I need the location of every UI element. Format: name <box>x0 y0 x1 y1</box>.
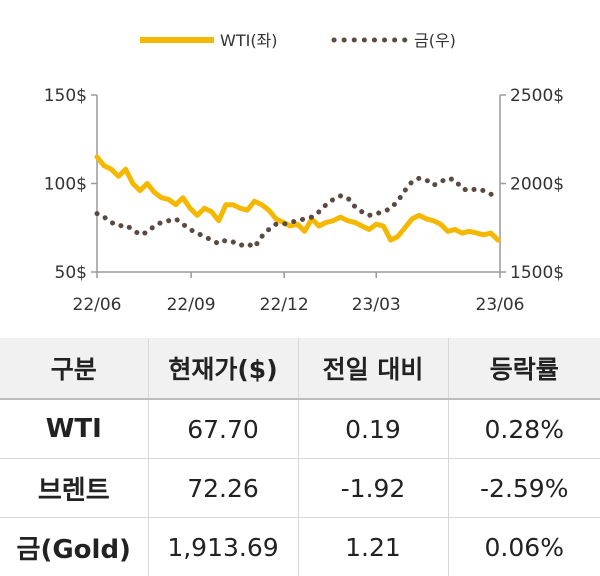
series-line-wti <box>97 157 498 240</box>
price-table: 구분 현재가($) 전일 대비 등락률 WTI 67.70 0.19 0.28%… <box>0 338 600 576</box>
cell-change: -1.92 <box>298 459 448 518</box>
header-change: 전일 대비 <box>298 338 448 399</box>
row-label-brent: 브렌트 <box>0 459 148 518</box>
legend-gold-label: 금(우) <box>414 31 456 50</box>
y-left-tick-label: 50$ <box>55 263 87 283</box>
cell-rate: 0.28% <box>448 399 600 459</box>
cell-change: 0.19 <box>298 399 448 459</box>
chart-legend: WTI(좌) 금(우) <box>140 31 456 50</box>
header-change-rate: 등락률 <box>448 338 600 399</box>
table-row: 브렌트 72.26 -1.92 -2.59% <box>0 459 600 518</box>
cell-change: 1.21 <box>298 518 448 576</box>
legend-wti-label: WTI(좌) <box>220 31 278 50</box>
x-tick-label: 23/06 <box>476 295 525 315</box>
oil-gold-chart: WTI(좌) 금(우) 150$ 100$ 50$ 2500$ 2000$ 1500$ 22… <box>0 0 600 330</box>
chart-axes: 150$ 100$ 50$ 2500$ 2000$ 1500$ 22/06 22/09 22/1… <box>44 86 564 315</box>
x-tick-label: 22/09 <box>167 295 216 315</box>
table-row: WTI 67.70 0.19 0.28% <box>0 399 600 459</box>
x-tick-label: 23/03 <box>352 295 401 315</box>
y-left-tick-label: 150$ <box>44 86 87 106</box>
table-header-row: 구분 현재가($) 전일 대비 등락률 <box>0 338 600 399</box>
series-line-gold <box>97 178 498 247</box>
x-tick-label: 22/12 <box>260 295 309 315</box>
cell-price: 1,913.69 <box>148 518 298 576</box>
row-label-wti: WTI <box>0 399 148 459</box>
y-right-tick-label: 2500$ <box>510 86 564 106</box>
cell-rate: -2.59% <box>448 459 600 518</box>
y-right-tick-label: 1500$ <box>510 263 564 283</box>
header-category: 구분 <box>0 338 148 399</box>
table-row: 금(Gold) 1,913.69 1.21 0.06% <box>0 518 600 576</box>
header-current-price: 현재가($) <box>148 338 298 399</box>
y-right-tick-label: 2000$ <box>510 175 564 195</box>
row-label-gold: 금(Gold) <box>0 518 148 576</box>
y-left-tick-label: 100$ <box>44 175 87 195</box>
chart-series <box>97 157 498 247</box>
cell-price: 67.70 <box>148 399 298 459</box>
cell-rate: 0.06% <box>448 518 600 576</box>
cell-price: 72.26 <box>148 459 298 518</box>
x-tick-label: 22/06 <box>73 295 122 315</box>
